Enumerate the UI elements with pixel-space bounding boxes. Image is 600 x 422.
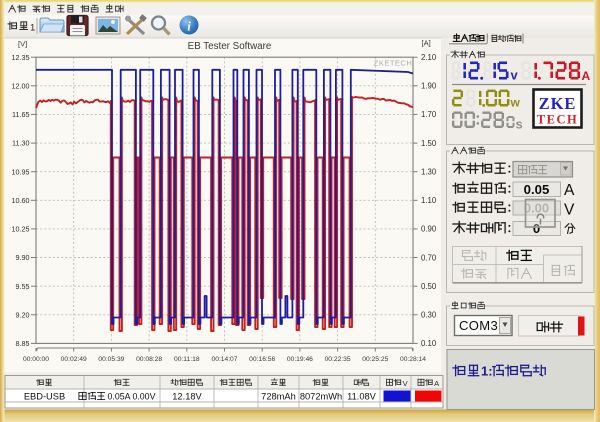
svg-text:1.30: 1.30 — [421, 168, 437, 177]
svg-text:TECH: TECH — [537, 113, 578, 127]
svg-text:1:: 1: — [481, 364, 493, 379]
svg-text:COM3: COM3 — [459, 318, 498, 333]
svg-text:A: A — [434, 379, 440, 388]
svg-text:00:28:14: 00:28:14 — [400, 356, 426, 363]
svg-text:00:25:25: 00:25:25 — [362, 356, 388, 363]
svg-text:w: w — [510, 96, 521, 110]
svg-text:11.65: 11.65 — [12, 110, 29, 119]
svg-text:0.70: 0.70 — [421, 253, 437, 262]
svg-text:0.10: 0.10 — [421, 339, 437, 348]
svg-text:EBD-USB: EBD-USB — [24, 392, 65, 402]
svg-text:9.55: 9.55 — [16, 282, 30, 291]
svg-text:s: s — [516, 117, 523, 132]
svg-text:10.60: 10.60 — [12, 196, 30, 205]
svg-text:12.35: 12.35 — [12, 53, 30, 62]
svg-text:0.00: 0.00 — [524, 201, 549, 216]
svg-text:0: 0 — [533, 221, 540, 236]
svg-text:12.18V: 12.18V — [172, 392, 202, 402]
svg-text:V: V — [564, 202, 575, 219]
svg-text:00:05:39: 00:05:39 — [98, 356, 124, 363]
svg-text:00:11:18: 00:11:18 — [174, 356, 200, 363]
svg-text:i: i — [187, 19, 191, 34]
svg-text:9.20: 9.20 — [16, 310, 30, 319]
svg-text:v: v — [511, 68, 519, 83]
svg-text:00:02:49: 00:02:49 — [61, 356, 87, 363]
svg-text:00:00:00: 00:00:00 — [23, 356, 49, 363]
svg-text:8.85: 8.85 — [16, 339, 30, 348]
svg-text:00:14:07: 00:14:07 — [211, 356, 237, 363]
svg-text:1.10: 1.10 — [421, 196, 437, 205]
svg-text:11.30: 11.30 — [12, 139, 29, 148]
svg-text:EB Tester Software: EB Tester Software — [188, 41, 272, 52]
svg-text:10.95: 10.95 — [12, 167, 30, 176]
svg-text:728mAh: 728mAh — [261, 392, 296, 402]
svg-text:9.90: 9.90 — [16, 253, 30, 262]
svg-text:ZKETECH: ZKETECH — [374, 59, 413, 68]
svg-text:12.00: 12.00 — [12, 81, 30, 90]
svg-text:00:16:56: 00:16:56 — [249, 356, 275, 363]
svg-text:00:08:28: 00:08:28 — [136, 356, 162, 363]
svg-text:00:19:46: 00:19:46 — [287, 356, 313, 363]
svg-text:1.90: 1.90 — [421, 82, 437, 91]
svg-text:0.05A 0.00V: 0.05A 0.00V — [108, 391, 156, 401]
svg-text:A: A — [564, 182, 575, 199]
svg-text:1: 1 — [30, 23, 35, 34]
svg-text:00:22:35: 00:22:35 — [325, 356, 351, 363]
svg-text:2.10: 2.10 — [421, 53, 437, 62]
svg-text:0.50: 0.50 — [421, 282, 437, 291]
svg-text:0.90: 0.90 — [421, 225, 437, 234]
svg-text:1.50: 1.50 — [421, 139, 437, 148]
svg-text:V: V — [403, 379, 409, 388]
svg-text:ZKE: ZKE — [539, 94, 577, 113]
svg-text:0.05: 0.05 — [524, 182, 550, 197]
svg-text:11.08V: 11.08V — [347, 392, 377, 402]
svg-text:1.70: 1.70 — [421, 110, 437, 119]
svg-text:0.30: 0.30 — [421, 311, 437, 320]
svg-text:8072mWh: 8072mWh — [300, 392, 342, 402]
svg-text:[V]: [V] — [18, 40, 27, 49]
svg-text:A: A — [582, 69, 591, 83]
svg-text:[A]: [A] — [422, 39, 431, 48]
svg-text:10.25: 10.25 — [12, 225, 30, 234]
